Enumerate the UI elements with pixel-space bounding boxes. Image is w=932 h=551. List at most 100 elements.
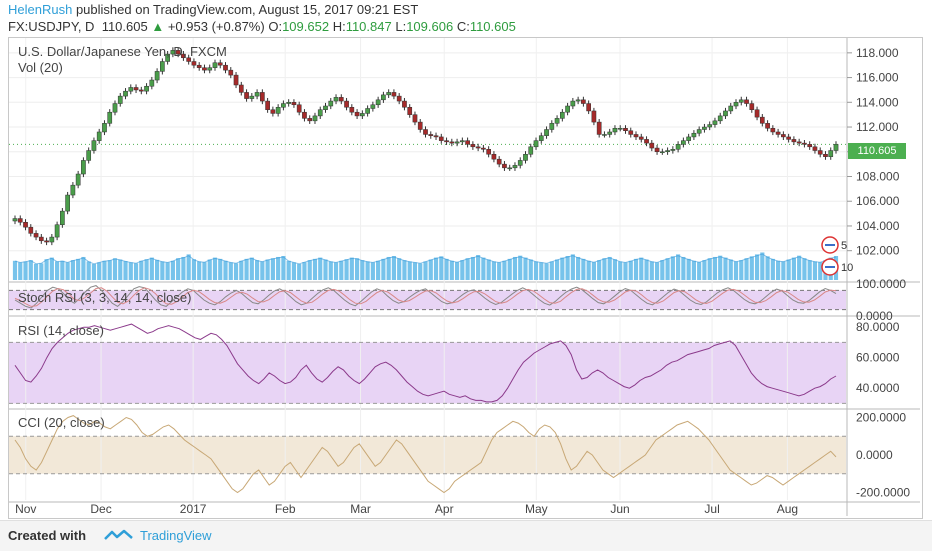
candle-body xyxy=(765,123,770,129)
volume-bar xyxy=(723,257,728,280)
tradingview-brand-link[interactable]: TradingView xyxy=(140,528,212,543)
volume-bar xyxy=(339,260,344,280)
publish-info: published on TradingView.com, August 15,… xyxy=(72,2,419,17)
candle-body xyxy=(65,194,70,212)
candle-body xyxy=(817,150,823,155)
candle-body xyxy=(523,153,528,161)
volume-bar xyxy=(149,257,154,280)
candle-body xyxy=(254,92,260,97)
volume-bar xyxy=(249,257,254,280)
price-change: +0.953 (+0.87%) xyxy=(167,19,265,34)
author-link[interactable]: HelenRush xyxy=(8,2,73,17)
stoch-k-line xyxy=(14,285,837,309)
candle-body xyxy=(623,128,628,131)
price-tick-label: 116.000 xyxy=(856,71,899,85)
candle-body xyxy=(223,64,228,71)
volume-bar xyxy=(33,264,39,280)
volume-bar xyxy=(591,262,597,280)
price-tick-label: 112.000 xyxy=(856,120,899,134)
candle-body xyxy=(586,103,591,112)
volume-bar xyxy=(449,260,454,280)
volume-bar xyxy=(476,255,481,280)
volume-bar xyxy=(549,261,554,280)
candle-body xyxy=(486,149,491,155)
volume-bar xyxy=(665,258,670,280)
volume-bar xyxy=(381,258,386,280)
price-tick-label: 104.000 xyxy=(856,219,900,233)
candle-body xyxy=(28,226,34,234)
volume-bar xyxy=(670,256,675,280)
volume-bar xyxy=(739,260,744,280)
volume-bar xyxy=(781,261,786,280)
volume-bar xyxy=(186,254,191,280)
volume-bar xyxy=(718,255,723,280)
candle-body xyxy=(644,139,649,144)
volume-bar xyxy=(233,263,239,280)
candle-body xyxy=(123,90,128,97)
candle-body xyxy=(70,184,76,196)
volume-bar xyxy=(239,260,244,280)
volume-bar xyxy=(518,255,523,280)
volume-bar xyxy=(791,257,796,280)
volume-bar xyxy=(544,263,549,280)
candle-body xyxy=(81,160,86,175)
candle-body xyxy=(91,140,97,151)
candle-body xyxy=(802,142,807,145)
candle-body xyxy=(260,92,265,102)
close-label: C: xyxy=(456,19,470,34)
candle-body xyxy=(60,210,65,225)
price-tick-label: 118.000 xyxy=(856,46,899,60)
volume-bar xyxy=(770,258,775,280)
volume-bar xyxy=(49,257,54,280)
candle-body xyxy=(549,123,555,130)
volume-bar xyxy=(12,260,18,280)
volume-bar xyxy=(344,259,349,280)
price-tick-label: 114.000 xyxy=(856,95,899,109)
candle-body xyxy=(728,105,734,112)
candle-body xyxy=(375,99,381,106)
volume-bar xyxy=(39,263,44,280)
candle-body xyxy=(654,147,660,153)
candle-body xyxy=(275,106,281,114)
volume-bar xyxy=(428,259,433,280)
volume-bar xyxy=(660,260,665,280)
candle-body xyxy=(828,150,834,157)
volume-bar xyxy=(512,256,518,280)
candle-body xyxy=(117,95,123,104)
rsi-tick-label: 40.0000 xyxy=(856,381,900,395)
candle-body xyxy=(207,67,213,71)
candle-body xyxy=(370,104,376,109)
candle-body xyxy=(465,140,470,145)
candle-body xyxy=(791,139,797,143)
time-tick-label: Dec xyxy=(90,502,111,516)
candle-body xyxy=(459,140,465,143)
candle-body xyxy=(407,106,413,115)
candle-body xyxy=(533,140,539,148)
low-label: L: xyxy=(395,19,407,34)
volume-bar xyxy=(97,262,102,280)
candle-body xyxy=(517,160,523,166)
volume-bar xyxy=(418,263,423,280)
volume-bar xyxy=(676,254,681,280)
rsi-band xyxy=(9,342,846,404)
candle-body xyxy=(149,79,155,87)
volume-bar xyxy=(397,258,402,280)
candle-body xyxy=(454,141,460,144)
candle-body xyxy=(133,87,139,91)
volume-bar xyxy=(91,264,97,280)
volume-bar xyxy=(55,261,60,280)
volume-bar xyxy=(607,256,612,280)
volume-bar xyxy=(712,256,718,280)
volume-bar xyxy=(370,262,375,280)
low-value: 109.606 xyxy=(406,19,454,34)
candle-body xyxy=(502,163,507,169)
volume-bar xyxy=(486,259,491,280)
volume-bar xyxy=(107,260,112,280)
volume-bar xyxy=(612,259,618,280)
candle-body xyxy=(144,85,149,92)
candle-body xyxy=(738,99,744,103)
candle-body xyxy=(565,105,570,113)
candle-body xyxy=(54,224,60,238)
candle-body xyxy=(770,128,776,133)
